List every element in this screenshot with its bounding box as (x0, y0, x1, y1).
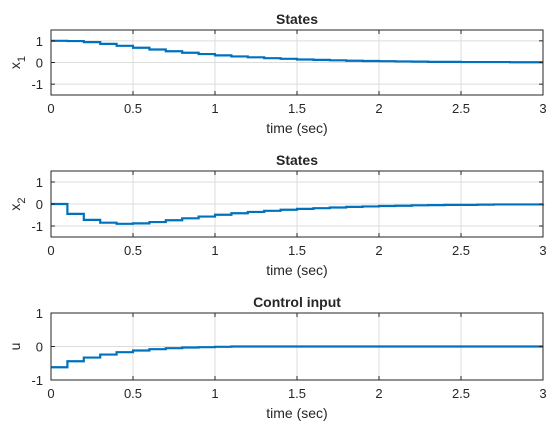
x-tick-label: 1.5 (288, 243, 306, 258)
y-axis-label: x1 (7, 56, 28, 69)
y-tick-label: 1 (36, 34, 43, 49)
x-tick-label: 1.5 (288, 101, 306, 116)
y-tick-label: 0 (36, 340, 43, 355)
y-axis-label-main: x (7, 204, 23, 211)
x-axis-label: time (sec) (266, 120, 327, 136)
y-tick-label: 1 (36, 175, 43, 190)
chart-title: States (276, 11, 318, 27)
y-tick-label: -1 (31, 219, 43, 234)
y-tick-label: 1 (36, 306, 43, 321)
x-tick-label: 2.5 (452, 101, 470, 116)
x-tick-label: 3 (539, 386, 546, 401)
chart-title: States (276, 152, 318, 168)
x-axis-label: time (sec) (266, 405, 327, 421)
y-tick-label: -1 (31, 77, 43, 92)
series-line-1 (51, 39, 543, 64)
x-tick-label: 3 (539, 101, 546, 116)
x-tick-label: 2.5 (452, 386, 470, 401)
x-tick-label: 3 (539, 243, 546, 258)
y-axis-label-subscript: 1 (16, 56, 28, 62)
chart-title: Control input (253, 294, 341, 310)
y-tick-label: 0 (36, 197, 43, 212)
y-axis-label-main: u (7, 343, 23, 351)
x-tick-label: 2 (375, 243, 382, 258)
y-axis-label-main: x (7, 62, 23, 69)
series-line-1 (51, 202, 545, 225)
subplot-3: 0 0.5 1 1.5 2 2.5 3 1 0 -1 Control input time (sec)… (7, 294, 547, 421)
x-tick-label: 1 (211, 101, 218, 116)
x-tick-label: 0.5 (124, 101, 142, 116)
series-line-1 (51, 345, 543, 369)
x-axis-label: time (sec) (266, 262, 327, 278)
x-tick-label: 0 (47, 101, 54, 116)
x-tick-label: 0 (47, 386, 54, 401)
x-tick-label: 0 (47, 243, 54, 258)
x-tick-label: 2.5 (452, 243, 470, 258)
x-tick-label: 1 (211, 243, 218, 258)
y-axis-label-subscript: 2 (16, 197, 28, 203)
y-tick-label: 0 (36, 56, 43, 71)
y-tick-label: -1 (31, 373, 43, 388)
x-tick-label: 0.5 (124, 243, 142, 258)
x-tick-label: 2 (375, 101, 382, 116)
y-axis-label: x2 (7, 197, 28, 210)
x-tick-label: 0.5 (124, 386, 142, 401)
x-tick-label: 1 (211, 386, 218, 401)
x-tick-label: 2 (375, 386, 382, 401)
y-axis-label: u (7, 343, 23, 351)
x-tick-label: 1.5 (288, 386, 306, 401)
